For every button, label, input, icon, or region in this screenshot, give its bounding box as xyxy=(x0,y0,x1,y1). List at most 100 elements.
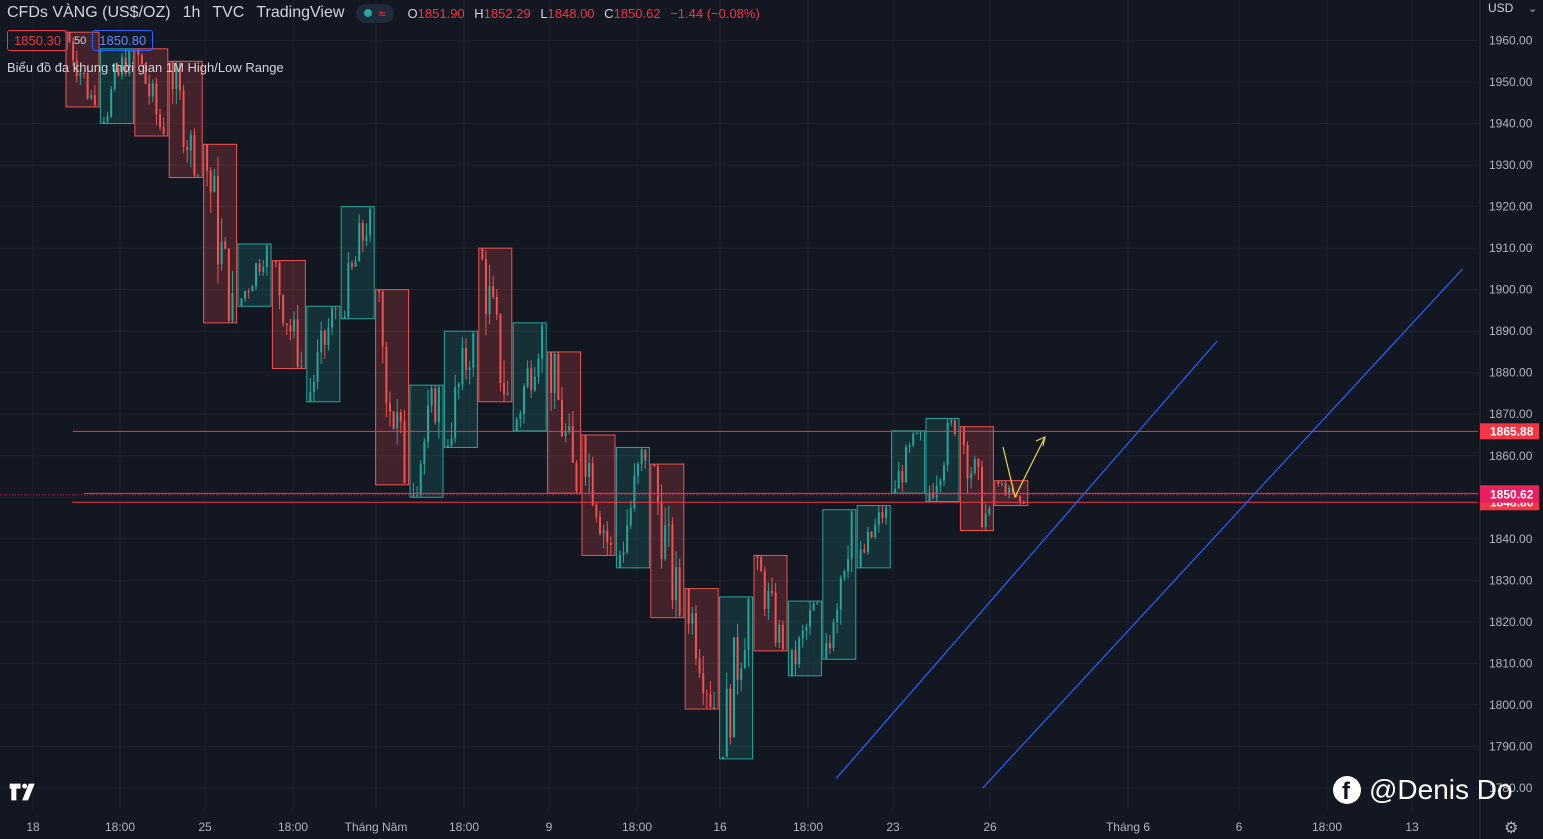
candle-body xyxy=(316,352,319,382)
candle-body xyxy=(618,554,621,568)
candle-body xyxy=(863,549,866,553)
candle-body xyxy=(843,571,846,578)
candle-body xyxy=(522,386,525,415)
candle-body xyxy=(943,465,945,481)
symbol-name[interactable]: CFDs VÀNG (US$/OZ) xyxy=(7,4,171,21)
buy-price-button[interactable]: 1850.80 xyxy=(92,30,154,51)
range-box xyxy=(306,305,341,403)
timeframe-label[interactable]: 1h xyxy=(182,4,201,21)
price-tick-label: 1890.00 xyxy=(1489,324,1533,338)
candle-body xyxy=(412,495,415,498)
candle-body xyxy=(197,175,200,177)
range-box xyxy=(134,48,169,137)
time-tick-label: 18:00 xyxy=(278,820,308,834)
candle-body xyxy=(1004,483,1007,496)
candle-body xyxy=(140,55,143,64)
candle-body xyxy=(667,524,670,526)
candle-body xyxy=(760,557,763,572)
time-axis: 18 18:00 25 18:00 Tháng Năm 18:00 9 18:00 16 18:0… xyxy=(26,820,1419,834)
chevron-down-icon[interactable]: ⌄ xyxy=(1528,3,1538,15)
candle-body xyxy=(743,650,746,669)
level-price-label: 1865.88 xyxy=(1490,424,1534,438)
candle-body xyxy=(526,368,529,387)
candle-body xyxy=(575,462,578,492)
currency-label[interactable]: USD xyxy=(1488,1,1514,15)
candle-body xyxy=(392,411,395,429)
candle-body xyxy=(457,384,460,387)
price-tick-label: 1900.00 xyxy=(1489,283,1533,297)
candle-body xyxy=(557,354,560,400)
candle-body xyxy=(144,63,147,84)
sell-price-button[interactable]: 1850.30 xyxy=(7,30,68,51)
channel-line-lower-ext2 xyxy=(1145,340,1218,423)
range-box xyxy=(719,596,754,760)
candle-body xyxy=(427,405,429,442)
candle-body xyxy=(602,530,605,534)
time-tick-label: 13 xyxy=(1405,820,1419,834)
price-tick-label: 1960.00 xyxy=(1489,34,1533,48)
candle-body xyxy=(186,147,189,151)
candle-body xyxy=(347,263,350,317)
price-tick-label: 1940.00 xyxy=(1489,117,1533,131)
candle-body xyxy=(503,383,506,395)
indicator-label[interactable]: Biểu đồ đa khung thời gian 1M High/Low R… xyxy=(7,60,284,75)
candle-body xyxy=(981,467,984,527)
candle-body xyxy=(550,351,553,394)
price-tick-label: 1880.00 xyxy=(1489,366,1533,380)
candle-body xyxy=(300,366,303,368)
candle-body xyxy=(640,449,643,464)
candle-body xyxy=(588,463,591,477)
candle-body xyxy=(251,286,254,292)
tradingview-logo-icon[interactable] xyxy=(8,778,38,806)
candle-body xyxy=(175,63,178,90)
candle-body xyxy=(870,531,873,538)
candle-body xyxy=(468,367,471,370)
range-box xyxy=(856,505,891,569)
candle-body xyxy=(220,241,223,265)
close-key: C xyxy=(604,5,614,21)
channel-line-lower-ext xyxy=(835,746,865,779)
candle-body xyxy=(519,414,522,420)
time-tick-label: Tháng 6 xyxy=(1106,820,1150,834)
market-status-pill[interactable]: ≈ xyxy=(356,3,394,23)
candle-body xyxy=(83,72,85,74)
candle-body xyxy=(289,325,292,332)
time-tick-label: 18:00 xyxy=(1312,820,1342,834)
candle-body xyxy=(106,116,109,122)
range-box xyxy=(547,351,582,494)
candle-body xyxy=(767,590,770,609)
candle-body xyxy=(660,502,663,559)
candle-body xyxy=(633,475,636,508)
candle-body xyxy=(722,756,725,759)
candle-body xyxy=(446,445,449,448)
range-box xyxy=(340,206,375,320)
candle-body xyxy=(740,668,743,680)
gear-icon[interactable]: ⚙ xyxy=(1504,820,1519,837)
candle-body xyxy=(121,57,124,76)
candle-body xyxy=(839,577,842,610)
candle-body xyxy=(162,127,165,134)
candle-body xyxy=(885,507,888,518)
candle-body xyxy=(499,314,502,384)
candle-body xyxy=(155,83,158,115)
candle-body xyxy=(381,291,384,347)
candle-body xyxy=(327,327,330,345)
candle-body xyxy=(847,558,850,572)
candle-body xyxy=(1008,487,1011,496)
candle-body xyxy=(828,642,831,649)
candle-body xyxy=(805,626,808,631)
price-tick-label: 1860.00 xyxy=(1489,449,1533,463)
channel-line-upper xyxy=(982,268,1464,789)
price-tick-label: 1920.00 xyxy=(1489,200,1533,214)
range-box xyxy=(753,554,788,652)
candle-body xyxy=(247,291,250,293)
range-box xyxy=(409,384,444,498)
candle-body xyxy=(159,114,162,128)
candle-body xyxy=(694,613,697,659)
candle-body xyxy=(506,392,509,395)
candle-body xyxy=(323,330,326,345)
candle-body xyxy=(68,32,71,42)
watermark-text: @Denis Do xyxy=(1369,774,1513,805)
candle-body xyxy=(756,555,759,558)
